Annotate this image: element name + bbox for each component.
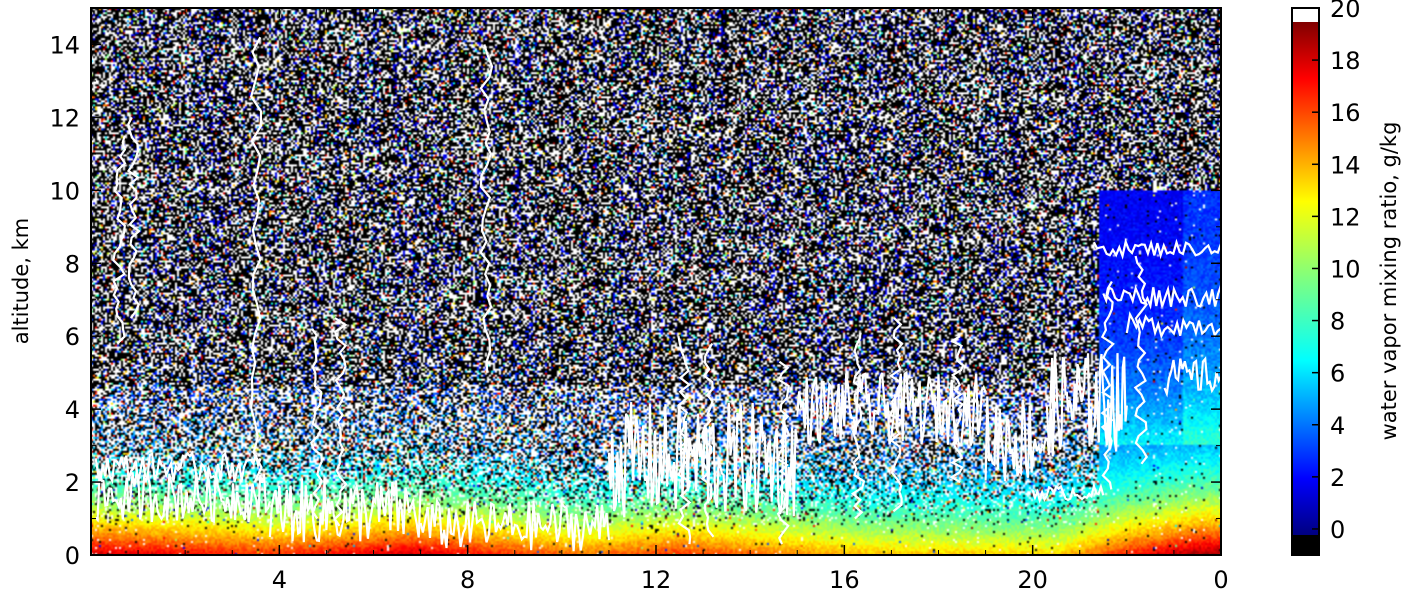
contour-line	[94, 470, 271, 524]
contour-line	[1163, 356, 1222, 398]
contour-line	[677, 335, 692, 545]
colorbar-tick-label: 6	[1330, 360, 1345, 388]
x-tick-label: 20	[1017, 566, 1048, 594]
contour-line	[94, 450, 262, 485]
contour-lines	[94, 36, 1223, 552]
contour-line	[1092, 238, 1223, 260]
x-tick-label: 12	[641, 566, 672, 594]
y-axis: 0 2 4 6 8 10 12 14	[49, 31, 1221, 570]
y-axis-title: altitude, km	[9, 218, 33, 345]
x-tick-label: 4	[272, 566, 287, 594]
contour-line	[268, 478, 422, 543]
contour-line	[1031, 481, 1105, 505]
colorbar-tick-label: 8	[1330, 308, 1345, 336]
plot-area: 4 8 12 16 20 0 0 2 4 6 8 10 12 14 altitude, km	[9, 7, 1229, 594]
colorbar-ticks: 0 2 4 6 8 10 12 14 16 18 20	[1312, 0, 1361, 544]
y-tick-label: 0	[65, 542, 80, 570]
contour-line	[112, 135, 127, 345]
contour-line	[700, 342, 715, 538]
contour-line	[310, 328, 323, 520]
colorbar-gradient	[1292, 22, 1319, 535]
colorbar-tick-label: 16	[1330, 99, 1361, 127]
colorbar-tick-label: 14	[1330, 151, 1361, 179]
contour-line	[333, 317, 348, 527]
colorbar-tick-label: 2	[1330, 464, 1345, 492]
contour-line	[479, 44, 494, 373]
colorbar-tick-label: 4	[1330, 412, 1345, 440]
colorbar-overflow	[1292, 8, 1319, 22]
y-tick-label: 6	[65, 323, 80, 351]
contour-line	[888, 317, 904, 513]
contour-line	[126, 116, 141, 319]
contour-line	[1133, 255, 1149, 465]
y-tick-label: 14	[49, 31, 80, 59]
contour-line	[850, 332, 866, 520]
contour-line	[250, 36, 263, 483]
y-tick-label: 10	[49, 177, 80, 205]
colorbar-title: water vapor mixing ratio, g/kg	[1377, 122, 1401, 441]
colorbar-tick-label: 20	[1330, 0, 1361, 23]
x-axis: 4 8 12 16 20 0	[137, 8, 1229, 594]
contour-line	[776, 360, 791, 545]
x-tick-label: 16	[829, 566, 860, 594]
contour-line	[949, 335, 965, 484]
y-tick-label: 8	[65, 250, 80, 278]
colorbar-tick-label: 10	[1330, 255, 1361, 283]
colorbar-tick-label: 18	[1330, 47, 1361, 75]
colorbar-tick-label: 12	[1330, 203, 1361, 231]
contour-line	[419, 497, 610, 552]
colorbar-frame	[1291, 7, 1320, 556]
y-tick-label: 4	[65, 396, 80, 424]
contour-line	[1045, 351, 1128, 453]
contour-line	[1100, 280, 1115, 490]
contour-line	[796, 370, 987, 447]
colorbar-tick-label: 0	[1330, 516, 1345, 544]
contour-line	[984, 396, 1058, 482]
colorbar: 0 2 4 6 8 10 12 14 16 18 20 water vapor mixing rat…	[1291, 0, 1401, 556]
contour-line	[1102, 284, 1223, 310]
x-tick-label: 0	[1213, 566, 1228, 594]
contour-line	[1125, 311, 1222, 340]
y-tick-label: 12	[49, 104, 80, 132]
colorbar-underflow	[1292, 535, 1319, 555]
x-tick-label: 8	[460, 566, 475, 594]
y-tick-label: 2	[65, 469, 80, 497]
